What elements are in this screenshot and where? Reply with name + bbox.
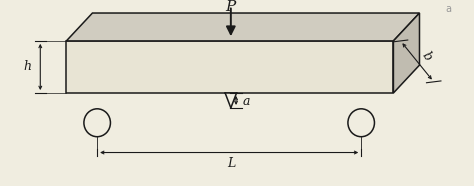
Text: L: L [227,157,235,170]
Text: P: P [226,0,236,14]
Text: a: a [445,4,451,14]
Polygon shape [393,13,419,93]
Text: h: h [24,60,31,73]
Text: b: b [419,50,434,64]
Text: a: a [243,95,250,108]
Polygon shape [225,93,237,108]
Polygon shape [66,13,419,41]
Polygon shape [66,41,393,93]
